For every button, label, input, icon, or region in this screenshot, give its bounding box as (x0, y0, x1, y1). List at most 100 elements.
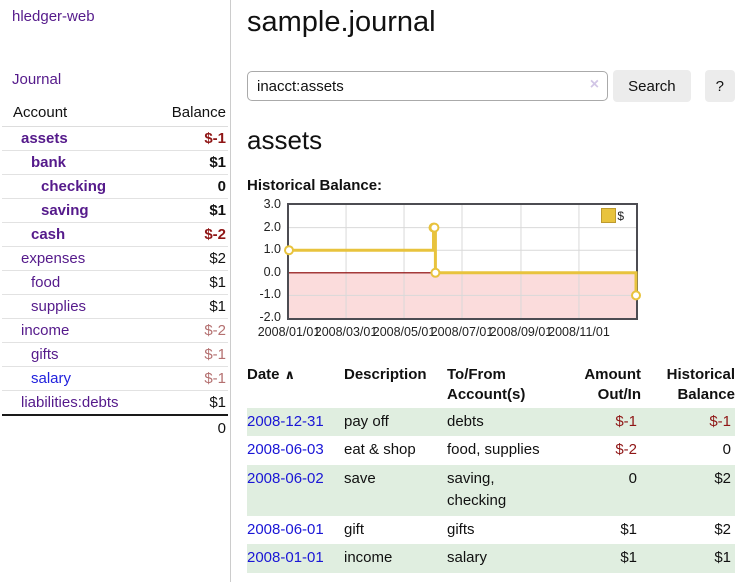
transaction-date-link[interactable]: 2008-06-03 (247, 441, 324, 458)
account-row: liabilities:debts $1 (2, 390, 228, 416)
chart-section-label: Historical Balance: (247, 177, 383, 194)
nav-journal-link[interactable]: Journal (12, 71, 62, 88)
y-axis-tick-label: 0.0 (263, 264, 281, 279)
transaction-accounts: food, supplies (447, 441, 540, 458)
transaction-row: 2008-12-31 pay off debts $-1 $-1 (247, 407, 735, 436)
transaction-description: gift (344, 520, 365, 538)
search-button[interactable]: Search (613, 70, 691, 102)
chart-plot-area: $ (284, 203, 641, 320)
accounts-header-balance: Balance (146, 101, 228, 127)
sidebar: hledger-web Journal Account Balance asse… (0, 0, 231, 582)
y-axis-tick-label: 1.0 (263, 242, 281, 257)
clear-search-icon[interactable]: × (589, 76, 600, 93)
legend-label: $ (617, 208, 624, 223)
y-axis-tick-label: 2.0 (263, 219, 281, 234)
column-header-description: Description (344, 366, 427, 383)
help-button[interactable]: ? (704, 70, 735, 102)
account-link[interactable]: food (31, 274, 61, 291)
account-balance: $1 (146, 198, 228, 223)
account-row: checking 0 (2, 174, 228, 199)
account-row: supplies $1 (2, 294, 228, 319)
transaction-balance: $1 (714, 549, 731, 566)
account-link[interactable]: supplies (31, 298, 87, 315)
accounts-total-value: 0 (146, 414, 228, 440)
account-balance: $1 (146, 270, 228, 295)
account-row: expenses $2 (2, 246, 228, 271)
accounts-header-account: Account (2, 101, 147, 127)
account-link[interactable]: bank (31, 154, 67, 171)
account-balance: $-2 (146, 222, 228, 247)
account-balance: $1 (146, 150, 228, 175)
sort-ascending-icon: ∧ (284, 367, 296, 382)
account-row: income $-2 (2, 318, 228, 343)
search-input[interactable] (247, 71, 609, 101)
transaction-description: save (344, 469, 376, 487)
account-row: saving $1 (2, 198, 228, 223)
transaction-balance: 0 (722, 441, 731, 458)
account-balance: $-1 (146, 366, 228, 391)
account-title: assets (247, 125, 323, 155)
transactions-table: Date ∧ Description To/From Account(s) Amount… (247, 363, 735, 573)
search-box: × (247, 71, 609, 101)
transaction-date-link[interactable]: 2008-01-01 (247, 549, 324, 566)
account-link[interactable]: gifts (31, 346, 59, 363)
account-link[interactable]: expenses (21, 250, 86, 267)
transaction-row: 2008-01-01 income salary $1 $1 (247, 544, 735, 573)
transaction-accounts: salary (447, 549, 488, 566)
page-title: sample.journal (247, 6, 436, 38)
account-link[interactable]: cash (31, 226, 66, 243)
x-axis-tick-label: 2008/01/01 (257, 325, 321, 339)
transaction-description: pay off (344, 412, 389, 430)
transaction-accounts: saving, checking (447, 469, 507, 510)
account-balance: $2 (146, 246, 228, 271)
accounts-total-row: 0 (2, 414, 228, 440)
transaction-date-link[interactable]: 2008-06-02 (247, 469, 324, 487)
account-link[interactable]: checking (41, 178, 107, 195)
account-row: gifts $-1 (2, 342, 228, 367)
y-axis-tick-label: -1.0 (259, 287, 281, 302)
account-link[interactable]: assets (21, 130, 68, 147)
transaction-balance: $2 (714, 520, 731, 538)
transactions-header-row: Date ∧ Description To/From Account(s) Amount… (247, 363, 735, 408)
column-header-date[interactable]: Date ∧ (247, 366, 296, 383)
transaction-row: 2008-06-03 eat & shop food, supplies $-2 0 (247, 436, 735, 465)
account-link[interactable]: saving (41, 202, 89, 219)
chart-canvas (284, 205, 641, 318)
transaction-accounts: gifts (447, 520, 475, 538)
transaction-date-link[interactable]: 2008-06-01 (247, 520, 324, 538)
main-content: sample.journal × Search ? assets Histori… (247, 0, 735, 573)
y-axis-tick-label: 3.0 (263, 197, 281, 211)
y-axis-tick-label: -2.0 (259, 310, 281, 324)
account-balance: $1 (146, 390, 228, 416)
transaction-amount: $-1 (615, 412, 637, 430)
transaction-amount: $1 (620, 549, 637, 566)
account-balance: 0 (146, 174, 228, 199)
column-header-to-from-account-s-: To/From Account(s) (447, 366, 526, 404)
transaction-description: income (344, 549, 393, 566)
historical-balance-chart: $ 3.0 2.0 1.0 0.0 -1.0 -2.0 2008/01/01 2008/03/… (247, 197, 735, 349)
account-row: salary $-1 (2, 366, 228, 391)
transaction-balance: $-1 (709, 412, 731, 430)
account-link[interactable]: salary (31, 370, 72, 387)
accounts-header-row: Account Balance (2, 101, 228, 127)
chart-legend: $ (601, 208, 624, 223)
brand-link[interactable]: hledger-web (12, 8, 95, 25)
transaction-description: eat & shop (344, 441, 416, 458)
account-balance: $-1 (146, 126, 228, 151)
transaction-amount: $1 (620, 520, 637, 538)
account-row: food $1 (2, 270, 228, 295)
account-balance: $1 (146, 294, 228, 319)
account-link[interactable]: liabilities:debts (21, 394, 119, 411)
account-row: cash $-2 (2, 222, 228, 247)
account-link[interactable]: income (21, 322, 70, 339)
column-header-historical-balance: Historical Balance (666, 366, 735, 404)
account-row: bank $1 (2, 150, 228, 175)
transaction-date-link[interactable]: 2008-12-31 (247, 412, 324, 430)
column-header-amount-out-in: Amount Out/In (584, 366, 641, 404)
x-axis-tick-label: 2008/09/01 (489, 325, 553, 339)
account-row: assets $-1 (2, 126, 228, 151)
transaction-row: 2008-06-01 gift gifts $1 $2 (247, 516, 735, 545)
accounts-table: Account Balance assets $-1 bank $1 checking 0… (2, 101, 228, 440)
transaction-accounts: debts (447, 412, 484, 430)
